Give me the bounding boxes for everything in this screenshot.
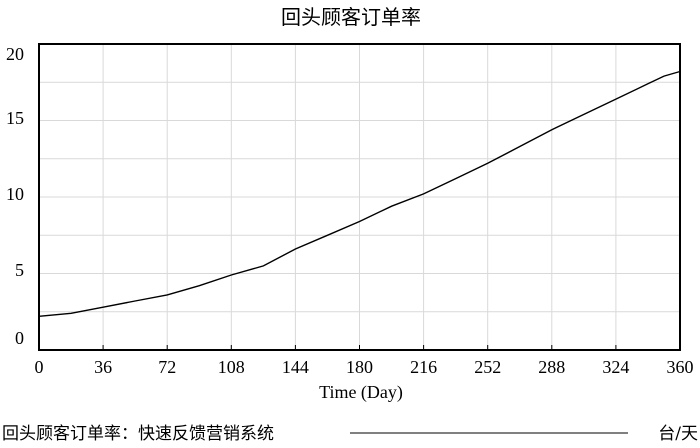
- x-tick-label: 324: [602, 357, 629, 377]
- y-tick-label: 10: [6, 184, 24, 204]
- x-tick-label: 252: [474, 357, 501, 377]
- x-tick-label: 360: [667, 357, 694, 377]
- legend: 回头顾客订单率：快速反馈营销系统 台/天: [2, 424, 698, 444]
- y-tick-label: 20: [6, 44, 24, 64]
- x-tick-label: 288: [538, 357, 565, 377]
- x-tick-label: 144: [282, 357, 309, 377]
- series-line: [38, 70, 681, 317]
- y-tick-label: 15: [6, 108, 24, 128]
- y-tick-label: 5: [15, 260, 24, 280]
- y-tick-label: 0: [15, 328, 24, 348]
- x-tick-label: 180: [346, 357, 373, 377]
- legend-unit: 台/天: [658, 424, 698, 444]
- x-tick-label: 108: [218, 357, 245, 377]
- chart-title: 回头顾客订单率: [281, 5, 421, 29]
- x-axis-label: Time (Day): [319, 382, 403, 403]
- x-tick-label: 0: [35, 357, 44, 377]
- x-tick-label: 72: [158, 357, 176, 377]
- legend-series-label: 回头顾客订单率：快速反馈营销系统: [2, 424, 274, 444]
- x-tick-label: 36: [94, 357, 112, 377]
- x-tick-label: 216: [410, 357, 437, 377]
- plot-area: 0 36 72 108 144 180 216 252 288 324 360 0 5 10 15 20: [6, 43, 694, 377]
